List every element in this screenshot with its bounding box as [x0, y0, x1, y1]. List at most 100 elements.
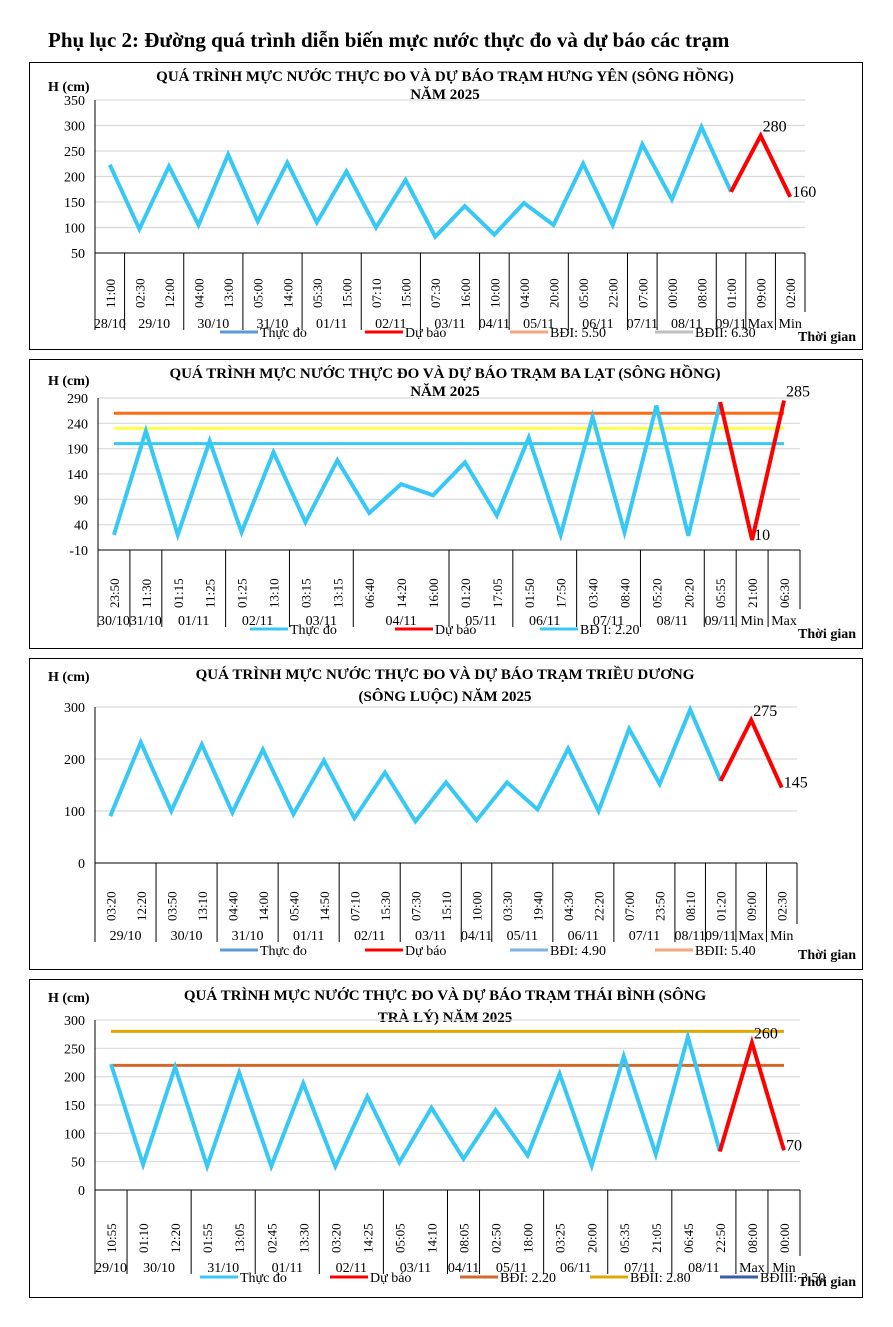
x-tick-label: 16:00	[426, 578, 441, 608]
series-line-forecast	[718, 715, 784, 789]
x-tick-label: 08:40	[618, 578, 633, 608]
data-label: 10	[754, 527, 770, 544]
date-group-label: Min	[770, 929, 793, 944]
series-line-forecast	[718, 400, 786, 541]
x-tick-label: 20:00	[585, 1223, 600, 1253]
legend-label: BĐII: 6.30	[695, 326, 756, 341]
x-tick-label: 07:10	[369, 278, 384, 308]
date-group-label: 01/11	[178, 614, 209, 629]
x-tick-label: 01:55	[200, 1223, 215, 1253]
x-tick-label: 07:10	[347, 891, 362, 921]
x-tick-label: 02:45	[264, 1223, 279, 1253]
data-label: 260	[754, 1026, 778, 1043]
x-tick-label: 01:20	[714, 891, 729, 921]
legend-label: BĐIII: 3.50	[760, 1271, 825, 1286]
series-line-measured	[107, 121, 733, 241]
x-tick-label: 13:10	[267, 578, 282, 608]
x-tick-label: 20:20	[681, 578, 696, 608]
date-group-label: 04/11	[385, 614, 416, 629]
x-tick-label: 10:55	[104, 1223, 119, 1253]
legend-label: BĐI: 2.20	[500, 1271, 556, 1286]
x-tick-label: 14:25	[360, 1223, 375, 1253]
series-line-forecast	[717, 1035, 786, 1153]
legend-label: BĐII: 5.40	[695, 944, 756, 959]
x-tick-label: 05:00	[576, 278, 591, 308]
x-tick-label: 05:30	[310, 278, 325, 308]
date-group-label: Max	[771, 614, 797, 629]
y-tick-label: 150	[64, 196, 85, 211]
chart-title-line: NĂM 2025	[410, 86, 480, 103]
x-tick-label: 03:25	[553, 1223, 568, 1253]
date-group-label: 02/11	[242, 614, 273, 629]
x-tick-label: 03:40	[586, 578, 601, 608]
y-tick-label: 240	[67, 417, 88, 432]
date-group-label: 31/10	[130, 614, 162, 629]
x-tick-label: 13:00	[221, 278, 236, 308]
x-tick-label: 14:00	[256, 891, 271, 921]
date-group-label: 09/11	[705, 614, 736, 629]
x-tick-label: 22:00	[606, 278, 621, 308]
x-axis-label: Thời gian	[798, 330, 856, 345]
legend-label: BĐI: 5.50	[550, 326, 606, 341]
x-tick-label: 17:05	[490, 578, 505, 608]
x-tick-label: 11:30	[139, 579, 154, 608]
x-tick-label: 13:30	[296, 1223, 311, 1253]
x-tick-label: 05:05	[392, 1223, 407, 1253]
y-tick-label: 250	[64, 1042, 85, 1057]
date-group-label: 05/11	[465, 614, 496, 629]
x-tick-label: 13:10	[195, 891, 210, 921]
x-tick-label: 04:00	[517, 278, 532, 308]
series-line-measured	[112, 401, 723, 542]
y-tick-label: 300	[64, 701, 85, 716]
x-tick-label: 01:15	[171, 578, 186, 608]
x-tick-label: 22:20	[592, 891, 607, 921]
x-tick-label: 04:30	[561, 891, 576, 921]
y-tick-label: 350	[64, 94, 85, 109]
x-tick-label: 01:25	[235, 578, 250, 608]
date-group-label: 07/11	[629, 929, 660, 944]
date-group-label: 07/11	[593, 614, 624, 629]
date-group-label: 29/10	[110, 929, 142, 944]
date-group-label: 04/11	[461, 929, 492, 944]
date-group-label: 05/11	[523, 317, 554, 332]
y-tick-label: 140	[67, 468, 88, 483]
date-group-label: 03/11	[415, 929, 446, 944]
y-tick-label: 200	[64, 753, 85, 768]
date-group-label: 01/11	[272, 1261, 303, 1276]
x-tick-label: 10:00	[487, 278, 502, 308]
date-group-label: 31/10	[232, 929, 264, 944]
x-tick-label: 03:15	[298, 578, 313, 608]
x-tick-label: 08:10	[683, 891, 698, 921]
chart-trieu-duong: QUÁ TRÌNH MỰC NƯỚC THỰC ĐO VÀ DỰ BÁO TRẠ…	[29, 658, 863, 970]
date-group-label: 07/11	[624, 1261, 655, 1276]
x-tick-label: 16:00	[458, 278, 473, 308]
x-tick-label: 07:00	[622, 891, 637, 921]
y-tick-label: 300	[64, 1014, 85, 1029]
date-group-label: 02/11	[336, 1261, 367, 1276]
x-tick-label: 11:00	[103, 279, 118, 308]
legend-label: Dự báo	[405, 944, 446, 959]
x-tick-label: 01:50	[522, 578, 537, 608]
y-tick-label: 50	[71, 247, 85, 262]
x-tick-label: 13:15	[330, 578, 345, 608]
date-group-label: 05/11	[507, 929, 538, 944]
date-group-label: 31/10	[257, 317, 289, 332]
x-tick-label: 08:05	[457, 1223, 472, 1253]
chart-trieu-duong-svg: QUÁ TRÌNH MỰC NƯỚC THỰC ĐO VÀ DỰ BÁO TRẠ…	[48, 666, 856, 963]
legend-label: Dự báo	[405, 326, 446, 341]
x-tick-label: 05:20	[649, 578, 664, 608]
x-tick-label: 03:20	[103, 891, 118, 921]
date-group-label: 29/10	[95, 1261, 127, 1276]
x-tick-label: 03:50	[164, 891, 179, 921]
series-line-measured	[109, 1029, 722, 1173]
y-tick-label: 0	[78, 857, 85, 872]
y-tick-label: 150	[64, 1099, 85, 1114]
legend-label: Thực đo	[240, 1271, 287, 1286]
x-tick-label: 01:20	[458, 578, 473, 608]
date-group-label: 02/11	[375, 317, 406, 332]
x-tick-label: 14:50	[317, 891, 332, 921]
date-group-label: Min	[779, 317, 802, 332]
x-tick-label: 04:40	[225, 891, 240, 921]
chart-title-line: QUÁ TRÌNH MỰC NƯỚC THỰC ĐO VÀ DỰ BÁO TRẠ…	[184, 987, 707, 1004]
series-line-measured	[108, 704, 723, 825]
